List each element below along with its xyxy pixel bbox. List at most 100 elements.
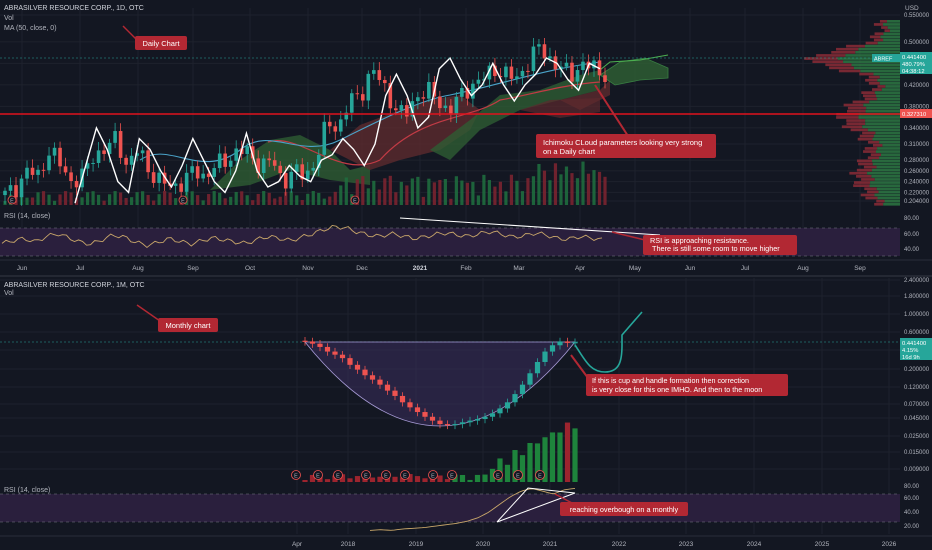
candle-body	[309, 341, 316, 344]
vp-bar-up	[883, 202, 900, 206]
candle-body	[118, 131, 123, 158]
price-tick-label: 2.400000	[904, 278, 930, 284]
candle-body	[564, 62, 569, 67]
price-tag-daily: 0.441400 480.79% 04:38:12	[900, 52, 932, 75]
volume-bar	[515, 180, 519, 205]
vp-bar-up	[862, 125, 900, 129]
volume-bar	[570, 173, 574, 205]
candle-body	[399, 395, 406, 403]
volume-bar	[460, 180, 464, 205]
vp-bar-up	[883, 38, 900, 42]
candle-body	[41, 169, 46, 171]
vp-bar-down	[846, 44, 865, 48]
volume-bar	[289, 191, 293, 205]
volume-bar	[542, 170, 547, 205]
candle-body	[344, 112, 349, 120]
annotation-rsi-monthly: reaching overbough on a monthly	[554, 493, 688, 516]
candle-body	[570, 62, 574, 82]
candle-body	[527, 373, 533, 385]
volume-bar	[306, 193, 310, 205]
candle-body	[332, 351, 338, 355]
price-tick-label: 0.260000	[904, 169, 930, 175]
volume-bar	[163, 191, 167, 205]
price-tag-monthly: 0.441400 4.15% 16d 9h	[900, 338, 932, 361]
time-tick-label: May	[629, 265, 642, 272]
volume-bar	[526, 178, 530, 205]
vp-bar-down	[869, 35, 881, 39]
volume-bar	[267, 192, 271, 205]
volume-bar	[85, 192, 90, 205]
candle-body	[360, 94, 365, 101]
candle-body	[405, 105, 409, 117]
candle-body	[349, 93, 354, 113]
candle-body	[377, 70, 382, 81]
candle-body	[459, 422, 466, 425]
candle-body	[497, 408, 503, 414]
vp-bar-down	[853, 181, 871, 184]
vp-bar-up	[879, 140, 900, 144]
time-tick-label: 2018	[341, 541, 356, 548]
ma-line	[74, 56, 601, 204]
candle-body	[91, 162, 95, 164]
volume-bar	[527, 443, 533, 482]
vp-bar-down	[816, 54, 846, 57]
daily-ma-label: MA (50, close, 0)	[4, 25, 57, 32]
candle-body	[454, 96, 459, 115]
volume-bar	[414, 476, 421, 482]
volume-bar	[557, 432, 563, 482]
volume-bar	[130, 197, 134, 205]
vp-bar-down	[881, 26, 888, 29]
volume-bar	[201, 200, 205, 205]
candle-body	[421, 97, 426, 99]
candle-body	[482, 416, 488, 420]
candle-body	[25, 167, 29, 179]
volume-bar	[520, 191, 525, 205]
vp-bar-up	[875, 94, 900, 98]
candle-body	[217, 153, 222, 169]
vp-bar-up	[879, 156, 900, 160]
rsi-tick-label: 80.00	[904, 484, 920, 490]
volume-bar	[157, 194, 161, 205]
rsi-tick-label: 40.00	[904, 247, 920, 253]
vp-bar-down	[847, 106, 867, 110]
volume-bar	[74, 197, 79, 205]
candle-body	[19, 178, 24, 198]
candle-body	[493, 65, 497, 77]
cloud-base-line	[267, 140, 381, 166]
volume-bar	[339, 474, 346, 482]
earnings-marker	[313, 470, 323, 480]
candle-body	[184, 172, 189, 192]
vp-bar-down	[861, 178, 875, 181]
vp-bar-up	[887, 26, 900, 29]
annotation-rsi-daily: RSI is approaching resistance. There is …	[611, 231, 797, 255]
price-tick-label: 0.240000	[904, 180, 930, 186]
volume-bar	[474, 474, 481, 482]
candle-body	[460, 88, 464, 97]
candle-body	[8, 185, 13, 191]
volume-bar	[102, 200, 106, 205]
vp-bar-down	[846, 122, 866, 125]
volume-bar	[135, 192, 139, 205]
annotation-monthly-text: Monthly chart	[165, 321, 211, 330]
volume-bar	[542, 437, 548, 482]
volume-bars-daily	[3, 161, 607, 205]
volume-bar	[581, 161, 585, 205]
candles-monthly	[302, 336, 578, 430]
volume-bar	[504, 464, 511, 482]
volume-bar	[63, 191, 68, 205]
candle-body	[438, 96, 442, 109]
vp-bar-down	[872, 88, 882, 91]
candle-body	[96, 150, 101, 163]
volume-bar	[234, 191, 238, 205]
candle-body	[63, 166, 68, 173]
volume-bar	[69, 192, 73, 205]
candle-body	[372, 70, 376, 74]
price-tag-daily-timer: 04:38:12	[902, 69, 925, 75]
volume-bar	[251, 200, 255, 205]
candle-body	[338, 119, 343, 132]
vp-bar-down	[858, 162, 873, 166]
candle-body	[250, 146, 255, 159]
volume-bar	[405, 185, 409, 205]
volume-bar	[509, 174, 514, 205]
candle-body	[234, 148, 238, 161]
